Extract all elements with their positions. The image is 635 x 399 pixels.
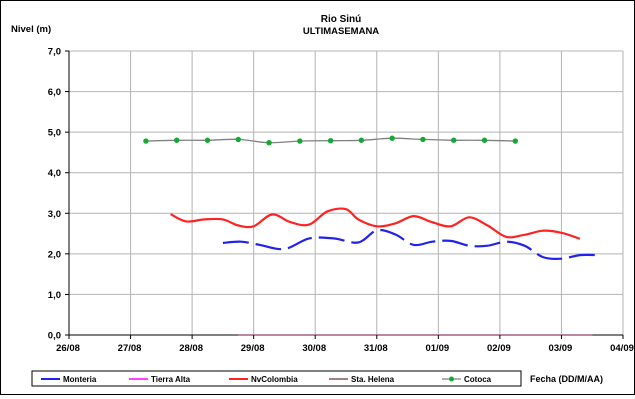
x-tick-label: 02/09 bbox=[487, 343, 511, 354]
y-tick-label: 6,0 bbox=[48, 87, 61, 98]
legend-label-cotoca: Cotoca bbox=[464, 375, 492, 384]
chart-subtitle: ULTIMASEMANA bbox=[303, 26, 379, 37]
data-point-cotoca bbox=[297, 138, 303, 144]
x-tick-label: 31/08 bbox=[364, 343, 388, 354]
series-line-nvcolombia bbox=[170, 207, 581, 240]
x-tick-label: 30/08 bbox=[302, 343, 326, 354]
y-tick-label: 1,0 bbox=[48, 290, 61, 301]
data-point-cotoca bbox=[420, 136, 426, 143]
y-tick-label: 3,0 bbox=[48, 209, 61, 220]
y-tick-label: 2,0 bbox=[48, 249, 61, 260]
data-point-cotoca bbox=[143, 138, 149, 144]
legend-label-tierra-alta: Tierra Alta bbox=[151, 375, 191, 384]
x-axis-label: Fecha (DD/M/AA) bbox=[530, 374, 603, 384]
y-tick-label: 7,0 bbox=[48, 47, 61, 58]
data-point-cotoca bbox=[512, 138, 518, 144]
x-tick-label: 01/09 bbox=[425, 343, 449, 354]
data-point-cotoca bbox=[327, 137, 334, 144]
legend-marker-cotoca bbox=[449, 376, 454, 382]
data-point-cotoca bbox=[389, 135, 395, 141]
x-tick-label: 04/09 bbox=[610, 343, 634, 354]
x-tick-label: 29/08 bbox=[241, 343, 265, 354]
legend-label-monteria: Monteria bbox=[63, 375, 97, 384]
data-point-cotoca bbox=[451, 137, 457, 143]
legend-label-nvcolombia: NvColombia bbox=[251, 375, 298, 384]
data-point-cotoca bbox=[481, 137, 488, 143]
data-point-cotoca bbox=[204, 137, 211, 143]
x-tick-label: 28/08 bbox=[179, 343, 203, 354]
data-point-cotoca bbox=[358, 137, 365, 143]
x-tick-label: 26/08 bbox=[56, 343, 80, 354]
x-tick-label: 03/09 bbox=[549, 343, 573, 354]
data-point-cotoca bbox=[174, 137, 180, 143]
data-point-cotoca bbox=[235, 136, 241, 143]
y-axis-label: Nivel (m) bbox=[11, 24, 51, 35]
y-tick-label: 0,0 bbox=[48, 331, 61, 342]
series-line-monteria bbox=[222, 228, 599, 261]
data-point-cotoca bbox=[266, 139, 272, 146]
y-tick-label: 4,0 bbox=[48, 168, 61, 179]
legend-box bbox=[31, 370, 522, 387]
legend-label-sta-helena: Sta. Helena bbox=[351, 375, 395, 384]
chart-title: Rio Sinú bbox=[321, 14, 362, 25]
y-tick-label: 5,0 bbox=[48, 128, 61, 139]
x-tick-label: 27/08 bbox=[118, 343, 142, 354]
